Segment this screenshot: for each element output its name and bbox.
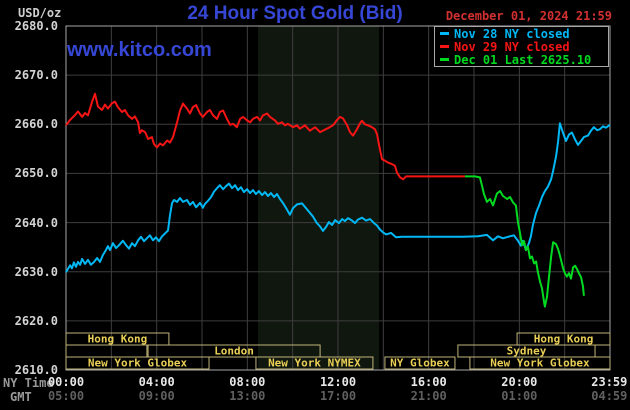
y-axis-tick-label: 2620.0: [14, 313, 58, 328]
chart-legend: Nov 28 NY closed Nov 29 NY closed Dec 01…: [434, 26, 609, 67]
session-label-ny-globex: NY Globex: [390, 357, 450, 370]
session-label-new-york-globex: New York Globex: [490, 357, 590, 370]
x-axis-tick-label-ny: 20:00: [501, 375, 538, 389]
legend-item-label: Dec 01 Last 2625.10: [454, 52, 592, 67]
legend-item-nov29: Nov 29 NY closed: [438, 39, 608, 54]
y-axis-units-label: USD/oz: [18, 6, 62, 20]
x-axis-tick-label-gmt: 17:00: [319, 389, 357, 403]
session-box-new-york-globex: [469, 356, 611, 370]
y-axis-tick-label: 2610.0: [14, 363, 58, 377]
series-line-dec-01: [464, 175, 585, 308]
legend-item-dec01: Dec 01 Last 2625.10: [438, 52, 608, 67]
session-box-london: [147, 344, 321, 358]
nov28-dash-icon: [440, 32, 449, 35]
series-line-nov-28: [65, 122, 611, 273]
y-axis-tick-label: 2680.0: [14, 19, 58, 33]
legend-item-nov28: Nov 28 NY closed: [438, 26, 608, 41]
dec01-dash-icon: [440, 58, 449, 61]
page-title: 24 Hour Spot Gold (Bid): [187, 3, 403, 24]
x-axis-tick-label-gmt: 09:00: [138, 389, 175, 403]
session-box-new-york-nymex: [255, 356, 374, 370]
session-box-ny-globex: [384, 356, 456, 370]
x-axis-tick-label-ny: 23:59: [591, 375, 628, 389]
session-box-unlabeled: [65, 344, 148, 358]
x-axis-tick-label-gmt: 04:59: [591, 389, 628, 403]
series-line-nov-29: [65, 92, 465, 181]
legend-item-label: Nov 29 NY closed: [454, 39, 570, 54]
x-axis-tick-label-ny: 08:00: [229, 375, 266, 389]
x-axis-tick-label-gmt: 13:00: [229, 389, 266, 403]
y-axis-tick-label: 2630.0: [14, 264, 58, 279]
y-axis-tick-label: 2660.0: [14, 117, 58, 132]
y-axis-tick-label: 2640.0: [14, 215, 58, 230]
nov29-dash-icon: [440, 45, 449, 48]
x-axis-tick-label-gmt: 05:00: [47, 389, 85, 403]
kitco-watermark-link[interactable]: www.kitco.com: [67, 39, 212, 61]
y-axis-tick-label: 2670.0: [14, 68, 58, 83]
plot-border: [65, 25, 611, 371]
x-axis-tick-label-gmt: 01:00: [501, 389, 538, 403]
ny-time-axis-label: NY Time: [3, 376, 54, 390]
x-axis-tick-label-gmt: 21:00: [410, 389, 447, 403]
nymex-session-band: [257, 26, 380, 370]
session-label-sydney: Sydney: [507, 345, 547, 358]
legend-item-label: Nov 28 NY closed: [454, 26, 570, 41]
y-axis-tick-label: 2650.0: [14, 166, 58, 181]
x-axis-tick-label-ny: 04:00: [138, 375, 175, 389]
session-label-new-york-globex: New York Globex: [88, 357, 188, 370]
session-label-hong-kong: Hong Kong: [88, 333, 148, 346]
gmt-axis-label: GMT: [10, 390, 32, 404]
session-label-london: London: [214, 345, 254, 358]
x-axis-tick-label-ny: 00:00: [47, 375, 85, 389]
x-axis-tick-label-ny: 12:00: [319, 375, 357, 389]
x-axis-tick-label-ny: 16:00: [410, 375, 447, 389]
session-box-new-york-globex: [65, 356, 210, 370]
chart-timestamp: December 01, 2024 21:59: [445, 9, 612, 23]
session-label-hong-kong: Hong Kong: [534, 333, 594, 346]
session-label-new-york-nymex: New York NYMEX: [268, 357, 361, 370]
